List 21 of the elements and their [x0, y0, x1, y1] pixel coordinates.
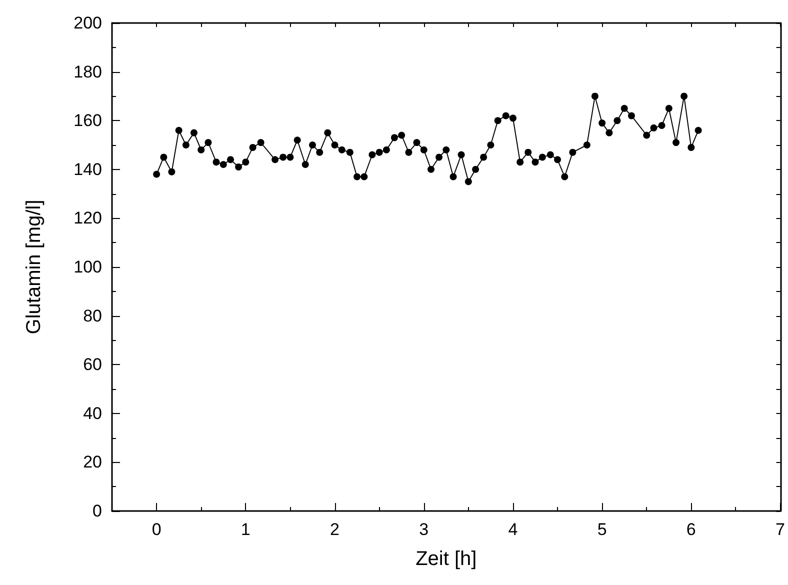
x-tick-label: 7 [776, 520, 786, 539]
y-tick-label: 140 [74, 160, 102, 179]
y-tick-label: 200 [74, 14, 102, 32]
y-axis-title: Glutamin [mg/l] [23, 200, 45, 334]
y-tick-label: 160 [74, 111, 102, 130]
y-tick-label: 120 [74, 208, 102, 228]
x-tick-label: 4 [508, 520, 518, 539]
x-tick-label: 2 [330, 520, 340, 539]
x-tick-label: 0 [152, 520, 162, 539]
y-tick-label: 80 [83, 306, 102, 326]
y-tick-label: 180 [74, 62, 102, 82]
x-tick-label: 1 [240, 520, 250, 539]
y-tick-label: 60 [83, 355, 102, 374]
y-tick-label: 0 [92, 502, 102, 520]
x-tick-label: 5 [597, 520, 607, 539]
y-tick-label: 100 [74, 258, 102, 276]
x-tick-label: 6 [686, 520, 696, 539]
x-tick-label: 3 [419, 520, 429, 539]
y-tick-label: 40 [83, 404, 102, 423]
x-axis-title: Zeit [h] [416, 548, 477, 570]
y-tick-label: 20 [83, 452, 102, 472]
